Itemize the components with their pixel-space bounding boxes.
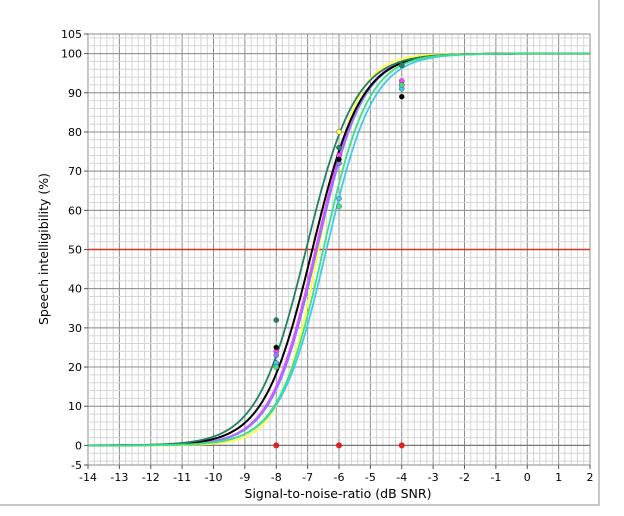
x-tick-label: -6 bbox=[334, 471, 345, 484]
data-point-series-6 bbox=[336, 195, 342, 202]
x-tick-label: -14 bbox=[79, 471, 97, 484]
marker-point bbox=[398, 442, 405, 449]
series-curve-7 bbox=[88, 52, 590, 447]
x-tick-label: -9 bbox=[239, 471, 250, 484]
y-tick-label: 60 bbox=[68, 204, 82, 217]
data-point-series-7 bbox=[273, 364, 280, 370]
y-tick-label: 80 bbox=[68, 126, 82, 139]
data-point-series-7 bbox=[398, 82, 405, 88]
marker-point bbox=[273, 442, 280, 449]
marker-point bbox=[336, 442, 342, 449]
data-point-series-5 bbox=[336, 144, 342, 151]
x-tick-label: 2 bbox=[587, 471, 594, 484]
data-points bbox=[273, 62, 405, 449]
data-point-series-3 bbox=[273, 352, 280, 359]
data-point-series-4 bbox=[336, 156, 342, 163]
data-point-series-7 bbox=[336, 203, 342, 210]
x-tick-label: -11 bbox=[173, 471, 191, 484]
x-tick-label: 1 bbox=[555, 471, 562, 484]
x-tick-label: -13 bbox=[110, 471, 128, 484]
y-tick-label: -5 bbox=[71, 459, 82, 472]
y-tick-label: 90 bbox=[68, 87, 82, 100]
y-tick-label: 0 bbox=[75, 439, 82, 452]
data-point-series-5 bbox=[273, 317, 280, 323]
y-tick-label: 70 bbox=[68, 165, 82, 178]
y-tick-label: 40 bbox=[68, 283, 82, 296]
y-tick-label: 100 bbox=[61, 48, 82, 61]
y-tick-label: 50 bbox=[68, 244, 82, 257]
x-tick-label: -8 bbox=[271, 471, 282, 484]
x-axis-label: Signal-to-noise-ratio (dB SNR) bbox=[245, 486, 432, 501]
y-tick-label: 10 bbox=[68, 400, 82, 413]
x-tick-label: -7 bbox=[302, 471, 313, 484]
y-tick-label: 30 bbox=[68, 322, 82, 335]
x-tick-label: -4 bbox=[396, 471, 407, 484]
x-tick-label: -3 bbox=[428, 471, 439, 484]
data-point-series-1 bbox=[336, 129, 342, 135]
x-tick-label: -1 bbox=[490, 471, 501, 484]
x-tick-label: 0 bbox=[524, 471, 531, 484]
chart-frame bbox=[0, 0, 600, 506]
tick-labels: -14 -13 -12 -11 -10 -9 -8 -7 -6 -5 -4 -3 -2 -1 0 1 2-501… bbox=[61, 28, 594, 484]
data-point-series-4 bbox=[398, 93, 405, 100]
x-tick-label: -5 bbox=[365, 471, 376, 484]
x-tick-label: -10 bbox=[205, 471, 223, 484]
data-point-series-4 bbox=[273, 344, 280, 351]
y-axis-label: Speech intelligibility (%) bbox=[36, 173, 51, 325]
y-tick-label: 20 bbox=[68, 361, 82, 374]
y-tick-label: 105 bbox=[61, 28, 82, 41]
x-tick-label: -2 bbox=[459, 471, 470, 484]
data-point-series-5 bbox=[398, 62, 405, 69]
x-tick-label: -12 bbox=[142, 471, 160, 484]
